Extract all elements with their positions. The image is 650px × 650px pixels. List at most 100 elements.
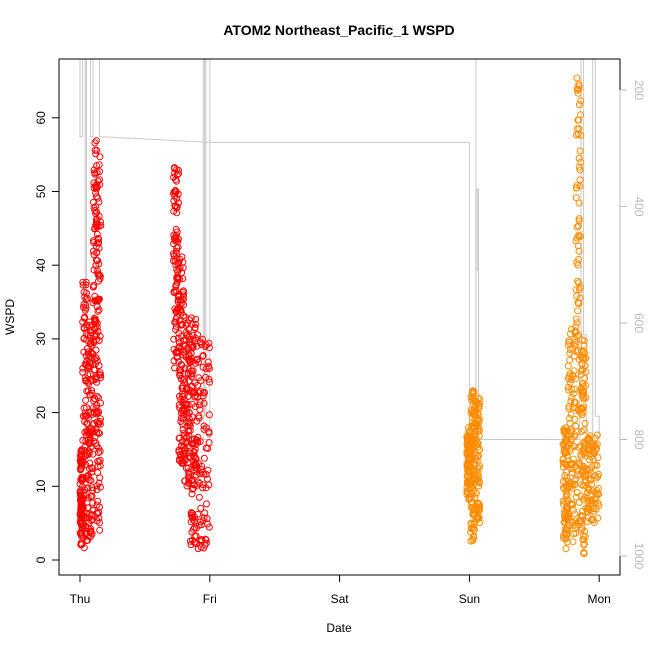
y-axis-right: 200 400 600 800 1000 <box>619 80 646 570</box>
data-point <box>580 496 587 503</box>
data-point <box>93 509 101 517</box>
data-point <box>574 116 582 124</box>
data-point <box>85 449 93 457</box>
data-point <box>96 418 104 425</box>
data-point <box>188 383 195 391</box>
data-point <box>559 497 567 505</box>
data-point <box>91 366 99 374</box>
data-point <box>580 341 588 349</box>
data-point <box>585 434 593 442</box>
data-point <box>205 523 213 531</box>
data-point <box>573 234 581 242</box>
data-point <box>587 469 595 477</box>
data-point <box>195 479 203 487</box>
data-point <box>189 439 197 447</box>
data-point <box>561 525 569 533</box>
data-point <box>473 439 481 447</box>
data-point <box>95 362 103 370</box>
data-point <box>96 519 103 527</box>
data-point <box>194 438 202 446</box>
data-point <box>198 466 206 474</box>
y-right-tick-label: 600 <box>632 313 646 333</box>
data-point <box>91 146 99 154</box>
series-1 <box>76 137 213 553</box>
data-point <box>94 177 102 185</box>
y-right-tick-label: 400 <box>632 196 646 216</box>
data-point <box>559 441 567 449</box>
data-point <box>173 166 180 174</box>
data-point <box>573 332 581 340</box>
data-point <box>179 288 187 296</box>
data-point <box>471 502 479 510</box>
data-point <box>592 446 600 454</box>
data-point <box>94 497 102 505</box>
data-point <box>570 385 578 393</box>
data-point <box>200 425 208 433</box>
data-point <box>93 323 101 331</box>
data-point <box>568 393 576 401</box>
data-point <box>95 429 102 436</box>
data-point <box>93 517 101 525</box>
x-tick-label: Sat <box>331 592 350 606</box>
data-point <box>193 417 201 425</box>
data-point <box>476 395 484 403</box>
data-point <box>85 363 93 371</box>
data-point <box>88 387 96 394</box>
y-axis-label: WSPD <box>3 299 17 335</box>
data-point <box>467 525 475 533</box>
data-point <box>187 314 195 322</box>
data-point <box>95 337 103 344</box>
data-point <box>192 315 200 323</box>
data-point <box>86 437 94 445</box>
data-point <box>176 275 183 283</box>
data-point <box>575 154 583 162</box>
data-point <box>93 182 101 190</box>
data-point <box>562 545 570 553</box>
data-point <box>573 489 581 497</box>
data-point <box>199 352 207 360</box>
data-point <box>573 428 581 436</box>
data-point <box>202 373 210 381</box>
series-2 <box>463 74 603 558</box>
data-point <box>95 295 103 303</box>
data-point <box>571 415 579 423</box>
data-point <box>575 300 583 307</box>
data-point <box>96 483 104 491</box>
data-point <box>179 293 187 301</box>
data-point <box>467 432 475 440</box>
data-point <box>565 513 573 521</box>
data-point <box>180 407 188 415</box>
data-point <box>87 477 95 484</box>
data-point <box>175 258 183 266</box>
data-point <box>575 85 583 93</box>
data-point <box>580 395 588 403</box>
data-point <box>578 387 586 395</box>
y-tick-label: 20 <box>34 406 48 420</box>
data-point <box>182 336 190 344</box>
data-point <box>87 493 95 501</box>
data-point <box>184 319 192 327</box>
data-point <box>472 489 480 497</box>
data-point <box>471 397 479 404</box>
data-point <box>580 536 588 544</box>
points-layer <box>76 74 603 558</box>
data-point <box>93 501 101 509</box>
data-point <box>196 406 204 414</box>
data-point <box>475 482 483 490</box>
data-point <box>202 539 210 547</box>
data-point <box>469 536 477 544</box>
profile-line-layer <box>79 59 600 440</box>
data-point <box>95 306 103 314</box>
data-point <box>200 470 208 478</box>
data-point <box>571 510 579 518</box>
data-point <box>188 513 196 521</box>
data-point <box>205 339 213 347</box>
data-point <box>201 389 208 396</box>
data-point <box>197 504 205 512</box>
data-point <box>588 480 596 488</box>
data-point <box>79 522 87 530</box>
data-point <box>570 530 578 538</box>
data-point <box>565 405 573 413</box>
data-point <box>93 239 101 247</box>
data-point <box>566 356 574 364</box>
